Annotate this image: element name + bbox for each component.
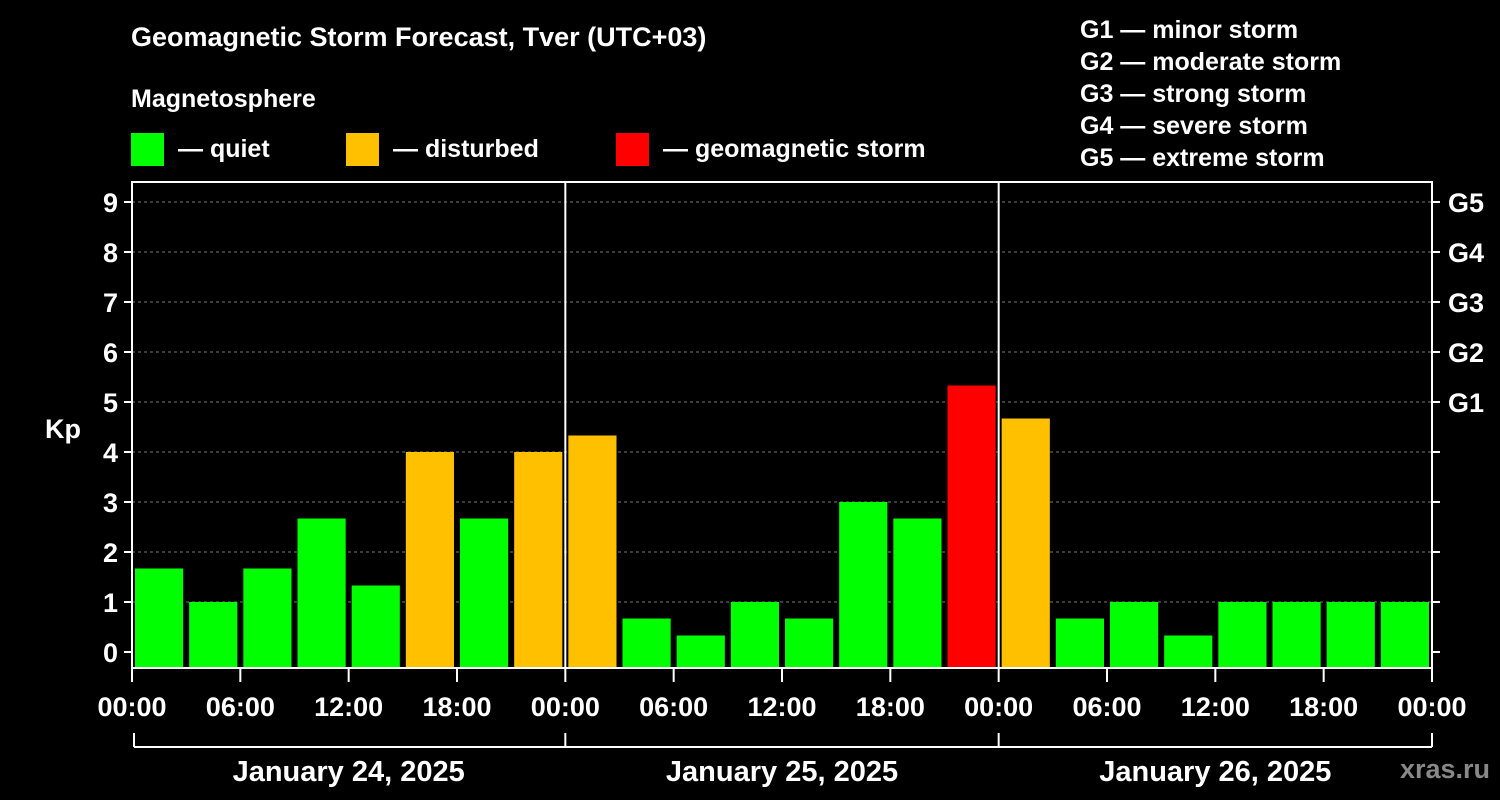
kp-bar — [1110, 602, 1159, 668]
legend-quiet-label: — quiet — [178, 135, 270, 163]
watermark: xras.ru — [1399, 754, 1490, 784]
kp-bar — [1001, 418, 1050, 668]
y-tick-label: 3 — [103, 488, 118, 518]
legend-quiet-swatch — [131, 133, 164, 166]
x-tick-label: 18:00 — [856, 692, 925, 722]
day-label: January 24, 2025 — [233, 756, 465, 788]
kp-bar — [1380, 602, 1429, 668]
y-tick-label: 1 — [103, 588, 118, 618]
kp-bar — [785, 618, 834, 668]
kp-bar — [730, 602, 779, 668]
kp-bar — [351, 585, 400, 668]
kp-bar — [676, 635, 725, 668]
x-tick-label: 00:00 — [97, 692, 166, 722]
kp-bar — [1218, 602, 1267, 668]
y-tick-label: 6 — [103, 338, 118, 368]
legend-disturbed: — disturbed — [346, 133, 539, 166]
g-scale-label: G3 — [1448, 288, 1484, 318]
y-tick-label: 0 — [103, 638, 118, 668]
kp-bar — [839, 502, 888, 668]
y-tick-label: 2 — [103, 538, 118, 568]
g-scale-label: G1 — [1448, 388, 1484, 418]
section-subtitle: Magnetosphere — [131, 85, 316, 113]
kp-bar — [297, 518, 346, 668]
legend-storm: — geomagnetic storm — [616, 133, 926, 166]
y-axis-label: Kp — [45, 414, 81, 444]
x-tick-label: 00:00 — [964, 692, 1033, 722]
day-label: January 26, 2025 — [1099, 756, 1331, 788]
kp-bar — [1164, 635, 1213, 668]
y-tick-label: 5 — [103, 388, 118, 418]
legend-disturbed-label: — disturbed — [393, 135, 539, 163]
day-label: January 25, 2025 — [666, 756, 898, 788]
storm-scale-g5: G5 — extreme storm — [1080, 144, 1325, 172]
kp-bar — [947, 385, 996, 668]
x-tick-label: 12:00 — [314, 692, 383, 722]
legend-storm-label: — geomagnetic storm — [663, 135, 926, 163]
kp-bar — [135, 568, 184, 668]
kp-bar — [243, 568, 292, 668]
g-scale-label: G5 — [1448, 188, 1484, 218]
x-tick-label: 06:00 — [1072, 692, 1141, 722]
y-tick-label: 9 — [103, 188, 118, 218]
legend-storm-swatch — [616, 133, 649, 166]
kp-bar — [1055, 618, 1104, 668]
x-tick-label: 06:00 — [206, 692, 275, 722]
kp-bar — [514, 452, 563, 668]
g-scale-label: G2 — [1448, 338, 1484, 368]
storm-scale-g3: G3 — strong storm — [1080, 80, 1307, 108]
y-tick-label: 7 — [103, 288, 118, 318]
kp-bar — [1272, 602, 1321, 668]
x-tick-label: 18:00 — [1289, 692, 1358, 722]
kp-bar — [460, 518, 509, 668]
x-tick-label: 12:00 — [747, 692, 816, 722]
legend-quiet: — quiet — [131, 133, 270, 166]
g-scale-label: G4 — [1448, 238, 1484, 268]
y-tick-label: 4 — [103, 438, 118, 468]
kp-bar — [568, 435, 617, 668]
x-tick-label: 00:00 — [1397, 692, 1466, 722]
x-tick-label: 06:00 — [639, 692, 708, 722]
x-tick-label: 00:00 — [531, 692, 600, 722]
kp-bar — [1326, 602, 1375, 668]
kp-bar — [405, 452, 454, 668]
legend-disturbed-swatch — [346, 133, 379, 166]
storm-scale-list: G1 — minor storm G2 — moderate storm G3 … — [1080, 14, 1341, 174]
x-tick-label: 18:00 — [422, 692, 491, 722]
kp-bar — [189, 602, 238, 668]
storm-scale-g4: G4 — severe storm — [1080, 112, 1308, 140]
x-tick-label: 12:00 — [1181, 692, 1250, 722]
kp-bar — [622, 618, 671, 668]
page-title: Geomagnetic Storm Forecast, Tver (UTC+03… — [131, 22, 707, 52]
storm-scale-g1: G1 — minor storm — [1080, 16, 1299, 44]
kp-bar — [893, 518, 942, 668]
storm-scale-g2: G2 — moderate storm — [1080, 48, 1342, 76]
y-tick-label: 8 — [103, 238, 118, 268]
